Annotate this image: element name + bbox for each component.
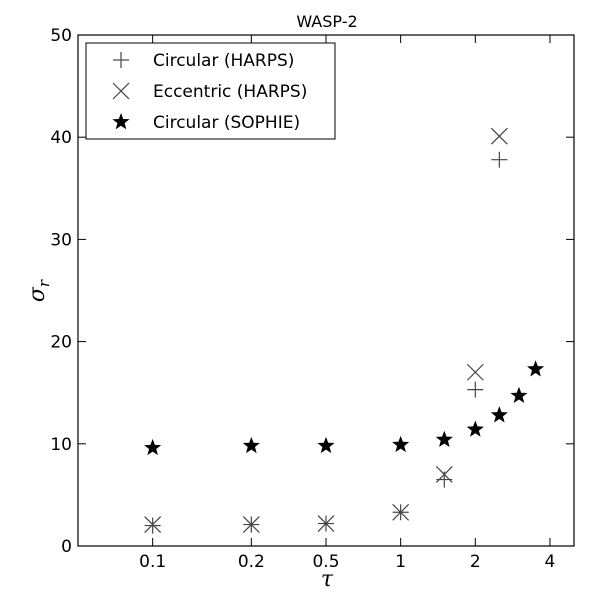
legend: Circular (HARPS) Eccentric (HARPS) Circula… (85, 42, 336, 140)
point-eccentric-harps (317, 515, 335, 532)
y-tick-label: 40 (50, 128, 72, 148)
legend-marker-eccentric-harps (112, 82, 130, 100)
legend-marker-circular-harps (113, 52, 129, 68)
x-axis-label: τ (321, 567, 334, 592)
point-eccentric-harps (435, 466, 453, 483)
point-circular-sophie (435, 430, 453, 447)
point-circular-sophie (242, 436, 260, 454)
point-circular-harps (144, 517, 161, 534)
point-eccentric-harps (466, 363, 484, 381)
point-circular-sophie (527, 360, 545, 377)
x-axis-ticks: 0.1 0.2 0.5 1 2 4 (139, 35, 555, 572)
data-markers (144, 127, 545, 534)
point-circular-sophie (144, 438, 162, 456)
y-axis-label-subscript: r (35, 279, 53, 287)
x-tick-label: 0.2 (238, 552, 265, 572)
point-circular-sophie (317, 436, 335, 454)
chart-title: WASP-2 (296, 12, 357, 31)
point-circular-harps (491, 151, 508, 168)
y-tick-label: 50 (50, 26, 72, 46)
plot-frame (77, 34, 575, 547)
point-eccentric-harps (392, 503, 410, 521)
legend-marker-circular-sophie (112, 113, 130, 130)
y-tick-label: 0 (61, 537, 72, 557)
legend-box (85, 42, 336, 140)
point-circular-harps (467, 381, 484, 398)
point-circular-sophie (490, 406, 508, 423)
y-axis-label-base: σ (25, 286, 50, 302)
x-tick-label: 0.5 (312, 552, 339, 572)
point-eccentric-harps (144, 516, 162, 533)
y-tick-label: 20 (50, 333, 72, 353)
point-circular-sophie (510, 386, 528, 404)
y-tick-label: 10 (50, 435, 72, 455)
y-tick-label: 30 (50, 230, 72, 250)
point-circular-sophie (392, 435, 410, 453)
legend-label-circular-harps: Circular (HARPS) (153, 51, 294, 71)
y-axis-ticks: 0 10 20 30 40 50 (50, 26, 574, 557)
legend-label-circular-sophie: Circular (SOPHIE) (153, 113, 300, 133)
x-tick-label: 1 (395, 552, 406, 572)
x-tick-label: 0.1 (139, 552, 166, 572)
point-circular-sophie (466, 420, 484, 437)
legend-label-eccentric-harps: Eccentric (HARPS) (153, 82, 307, 102)
x-tick-label: 2 (470, 552, 481, 572)
y-axis-label: σr (25, 279, 53, 302)
point-eccentric-harps (490, 127, 508, 145)
x-tick-label: 4 (545, 552, 556, 572)
point-eccentric-harps (242, 516, 260, 533)
